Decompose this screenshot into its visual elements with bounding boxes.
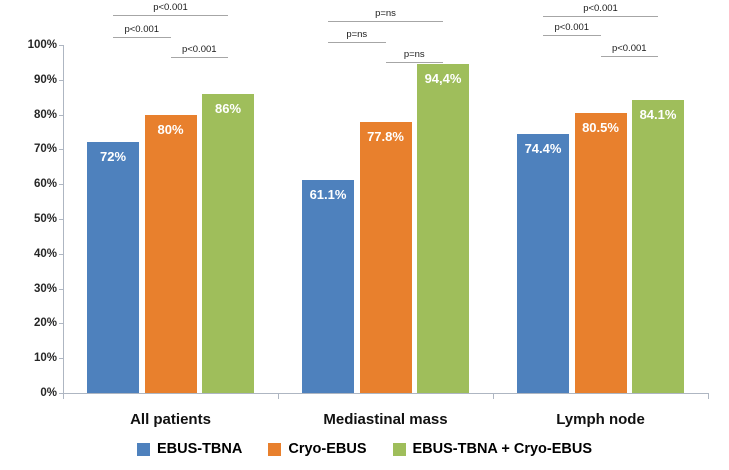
- bar-value-label: 77.8%: [367, 129, 404, 145]
- x-tick-mark: [493, 393, 494, 399]
- bar-value-label: 61.1%: [309, 187, 347, 203]
- significance-bracket-line: [543, 35, 601, 36]
- legend-item: EBUS-TBNA: [136, 441, 243, 457]
- legend-swatch: [268, 442, 282, 456]
- significance-bracket-label: p<0.001: [611, 43, 647, 54]
- y-tick-mark: [59, 45, 63, 46]
- legend-label: EBUS-TBNA: [156, 441, 243, 457]
- bar: [359, 122, 412, 393]
- y-axis-tick-label: 20%: [33, 317, 57, 330]
- legend-item: Cryo-EBUS: [268, 441, 367, 457]
- significance-bracket-line: [328, 42, 386, 43]
- y-axis-tick-label: 70%: [33, 143, 57, 156]
- significance-bracket-line: [113, 15, 228, 16]
- significance-bracket-label: p=ns: [375, 8, 396, 19]
- bar-value-label: 74.4%: [524, 141, 562, 157]
- significance-bracket-line: [385, 62, 443, 63]
- legend-swatch: [392, 442, 406, 456]
- bar: [302, 180, 354, 393]
- significance-bracket-label: p<0.001: [124, 24, 160, 35]
- significance-bracket-label: p<0.001: [153, 2, 188, 13]
- significance-bracket-line: [328, 21, 443, 22]
- y-axis-tick-label: 100%: [27, 39, 57, 51]
- significance-bracket-line: [113, 37, 171, 38]
- legend-label: Cryo-EBUS: [288, 441, 367, 457]
- y-tick-mark: [59, 114, 63, 116]
- y-axis-tick-label: 50%: [33, 213, 57, 225]
- category-label: Mediastinal mass: [323, 411, 448, 428]
- bar-value-label: 94,4%: [424, 71, 462, 87]
- bar-value-label: 72%: [99, 149, 127, 165]
- y-axis-tick-label: 80%: [33, 108, 57, 121]
- x-tick-mark: [708, 393, 709, 399]
- bar: [574, 112, 627, 393]
- y-axis-tick-label: 10%: [33, 352, 57, 365]
- significance-bracket-label: p<0.001: [181, 44, 217, 55]
- y-axis-line: [63, 45, 64, 393]
- category-label: Lymph node: [556, 411, 645, 428]
- category-label: All patients: [130, 411, 211, 428]
- x-tick-mark: [63, 393, 64, 399]
- y-tick-mark: [59, 253, 63, 255]
- y-tick-mark: [59, 323, 63, 325]
- bar: [417, 64, 469, 393]
- bar: [87, 142, 139, 393]
- y-tick-mark: [59, 149, 63, 151]
- y-axis-tick-label: 40%: [33, 247, 57, 260]
- x-tick-mark: [278, 393, 279, 399]
- significance-bracket-label: p=ns: [346, 29, 368, 40]
- legend-label: EBUS-TBNA + Cryo-EBUS: [412, 441, 593, 457]
- significance-bracket-label: p=ns: [403, 49, 425, 60]
- bar: [632, 100, 684, 393]
- bar: [202, 93, 254, 393]
- legend-item: EBUS-TBNA + Cryo-EBUS: [392, 441, 593, 457]
- y-tick-mark: [59, 288, 63, 290]
- legend: EBUS-TBNA Cryo-EBUS EBUS-TBNA + Cryo-EBUS: [0, 441, 729, 457]
- significance-bracket-line: [543, 16, 658, 17]
- y-axis-tick-label: 0%: [40, 387, 57, 399]
- y-tick-mark: [59, 79, 63, 81]
- bar-value-label: 84.1%: [639, 107, 677, 123]
- y-tick-mark: [59, 358, 63, 360]
- x-axis-line: [63, 393, 708, 394]
- y-tick-mark: [59, 219, 63, 220]
- bar: [517, 134, 569, 393]
- significance-bracket-label: p<0.001: [554, 22, 590, 33]
- bar-value-label: 86%: [214, 100, 242, 116]
- y-axis-tick-label: 90%: [33, 73, 57, 86]
- significance-bracket-line: [600, 56, 658, 57]
- y-axis-tick-label: 60%: [33, 178, 57, 191]
- bar-value-label: 80.5%: [582, 119, 619, 135]
- bar: [144, 114, 197, 393]
- y-tick-mark: [59, 393, 63, 394]
- y-tick-mark: [59, 184, 63, 186]
- y-axis-tick-label: 30%: [33, 282, 57, 295]
- significance-bracket-line: [170, 57, 228, 58]
- legend-swatch: [136, 442, 150, 456]
- bar-value-label: 80%: [157, 121, 184, 137]
- significance-bracket-label: p<0.001: [583, 3, 618, 14]
